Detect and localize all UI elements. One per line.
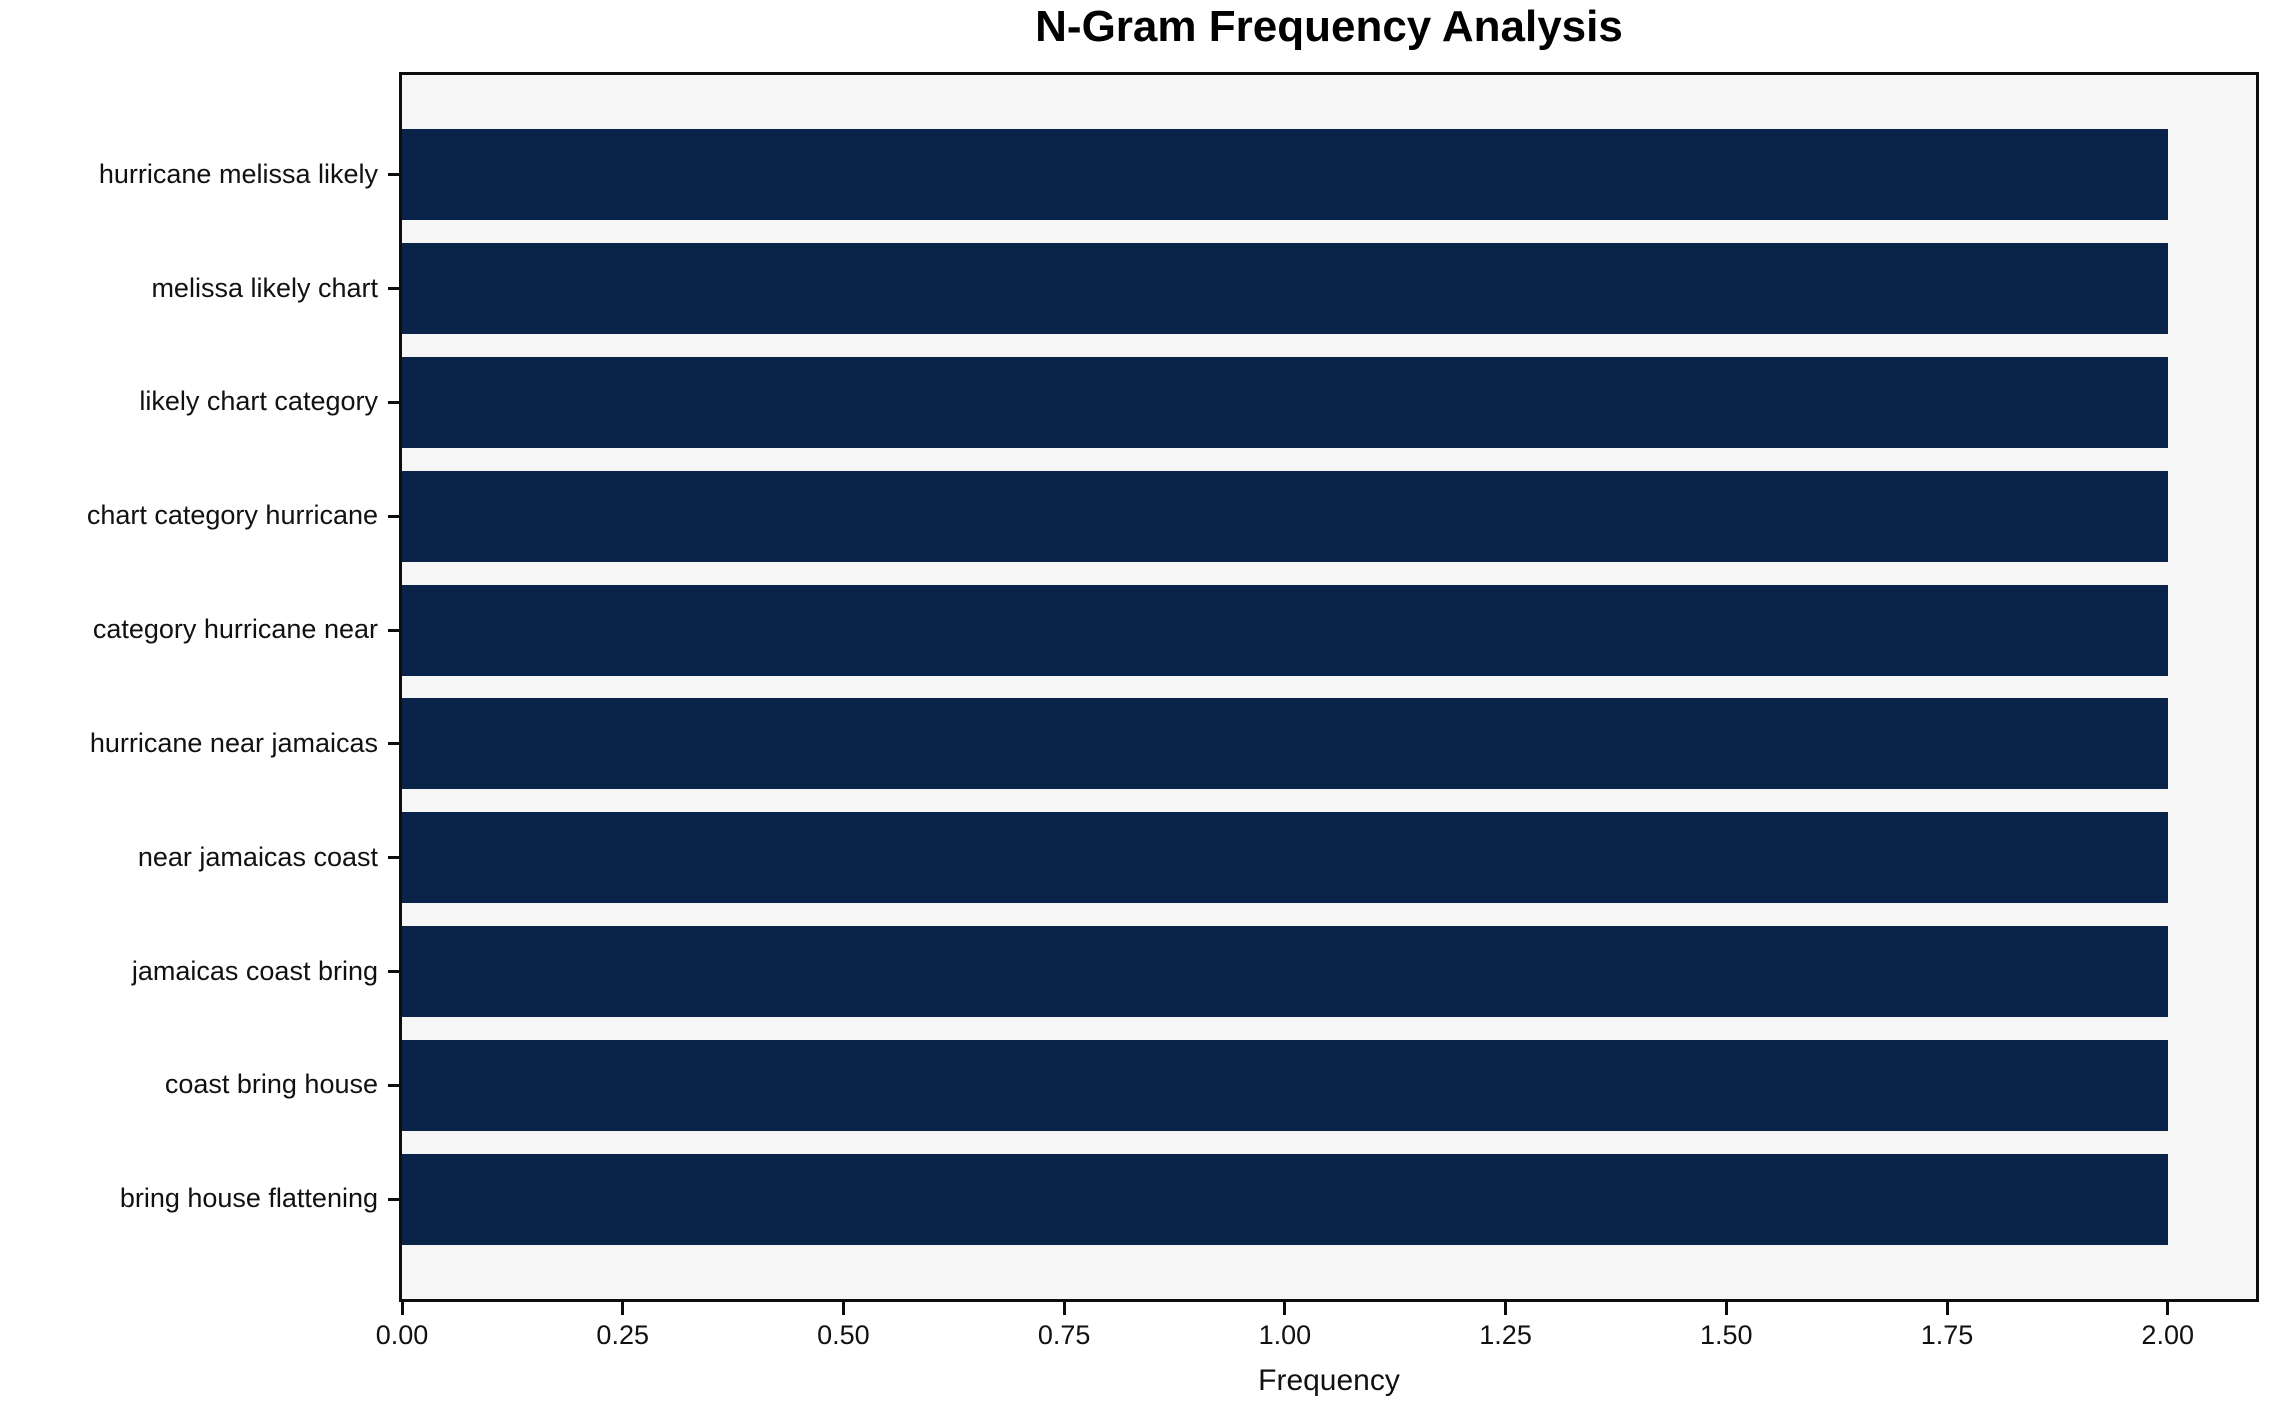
y-tick-mark [388,1083,399,1087]
y-tick-label: coast bring house [164,1069,378,1100]
chart-title: N-Gram Frequency Analysis [1035,2,1623,51]
x-tick-mark [1724,1302,1728,1315]
y-tick-label: chart category hurricane [86,500,378,531]
y-tick-mark [388,742,399,746]
plot-area [399,72,2259,1302]
y-tick-mark [388,970,399,974]
x-tick-mark [1062,1302,1066,1315]
y-tick-label: category hurricane near [92,614,378,645]
y-tick-label: melissa likely chart [151,272,378,303]
y-tick-label: hurricane melissa likely [98,158,378,189]
x-tick-label: 0.00 [375,1320,429,1350]
x-tick-label: 1.50 [1700,1320,1753,1350]
x-tick-mark [400,1302,404,1315]
x-tick-mark [1283,1302,1287,1315]
y-tick-label: hurricane near jamaicas [89,727,378,758]
y-tick-label: jamaicas coast bring [131,955,378,986]
y-tick-mark [388,856,399,860]
x-axis-title: Frequency [1258,1364,1400,1397]
y-tick-mark [388,514,399,518]
bar [402,1039,2168,1131]
x-tick-mark [841,1302,845,1315]
bar [402,812,2168,904]
x-tick-label: 1.25 [1479,1320,1532,1350]
x-tick-label: 1.75 [1920,1320,1974,1350]
y-tick-label: bring house flattening [119,1183,378,1214]
x-tick-mark [2166,1302,2170,1315]
bar [402,1153,2168,1245]
bar [402,129,2168,221]
bar [402,698,2168,790]
y-tick-mark [388,1197,399,1201]
x-tick-label: 2.00 [2141,1320,2194,1350]
bar [402,584,2168,676]
x-tick-mark [621,1302,625,1315]
bar [402,243,2168,335]
x-tick-label: 0.75 [1037,1320,1091,1350]
x-tick-mark [1945,1302,1949,1315]
bar [402,356,2168,448]
y-tick-mark [388,400,399,404]
x-tick-label: 0.25 [596,1320,649,1350]
y-tick-mark [388,173,399,177]
bar [402,470,2168,562]
y-tick-label: near jamaicas coast [137,841,378,872]
x-tick-label: 1.00 [1258,1320,1312,1350]
y-tick-label: likely chart category [139,386,378,417]
x-tick-mark [1504,1302,1508,1315]
x-tick-label: 0.50 [817,1320,870,1350]
y-tick-mark [388,287,399,291]
bar [402,926,2168,1018]
y-tick-mark [388,628,399,632]
